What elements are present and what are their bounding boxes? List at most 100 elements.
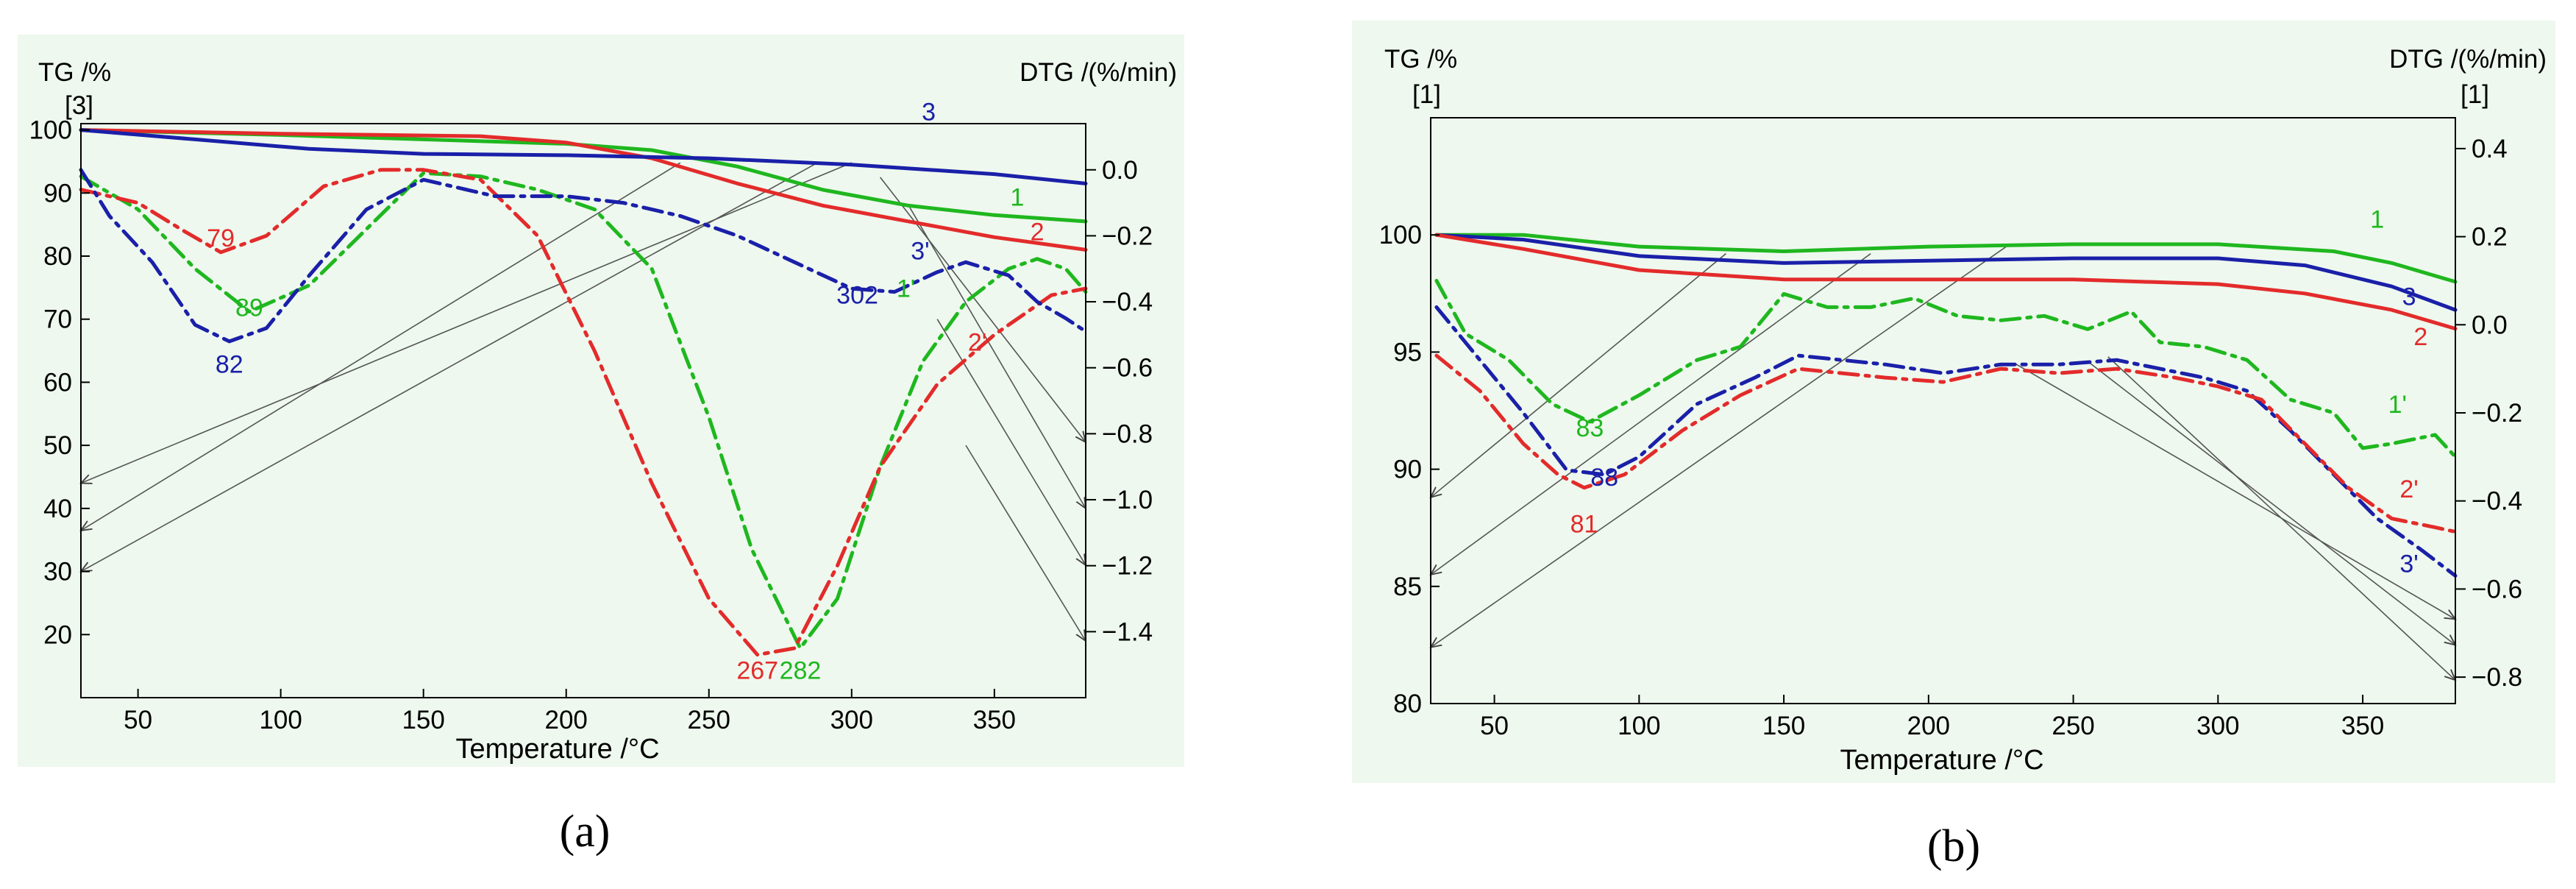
panel-b-guides: [1431, 244, 2455, 680]
panel-a-annotation: 79: [207, 224, 235, 252]
panel-b-right-ticks: 0.4 0.2 0.0 −0.2 −0.4 −0.6 −0.8: [2455, 135, 2522, 692]
panel-b-tg-axis-sub-label: [1]: [1412, 80, 1441, 109]
panel-b: TG /% [1] DTG /(%/min) [1] Temperature /…: [1352, 21, 2555, 871]
panel-a-guide-line: [936, 319, 1086, 565]
panel-a-annotation: 282: [780, 656, 822, 684]
panel-b-right-tick-label: −0.6: [2472, 575, 2522, 603]
panel-b-guide-line: [2015, 363, 2455, 619]
panel-a-right-tick-label: −1.4: [1102, 617, 1153, 646]
panel-a-x-tick-label: 200: [545, 706, 588, 734]
panel-a-left-tick-label: 80: [43, 242, 72, 271]
panel-b-right-tick-label: −0.8: [2472, 663, 2522, 692]
panel-a-series: [79, 128, 1088, 657]
panel-b-right-tick-label: 0.2: [2472, 223, 2508, 252]
panel-b-guide-line: [1431, 253, 1871, 575]
panel-b-right-tick-label: −0.4: [2472, 487, 2522, 516]
panel-a: TG /% [3] DTG /(%/min) Temperature /°C 7…: [18, 35, 1184, 857]
panel-a-series-dtg-3p: [79, 168, 1088, 344]
panel-b-x-tick-label: 250: [2052, 712, 2094, 740]
panel-b-annotation: 81: [1570, 511, 1598, 539]
panel-a-annotation: 1': [897, 275, 915, 303]
panel-a-left-tick-label: 100: [29, 116, 72, 145]
panel-a-right-tick-label: −1.2: [1102, 552, 1153, 581]
panel-a-annotation: 1: [1010, 183, 1024, 211]
panel-b-series-tg-1: [1434, 233, 2458, 284]
panel-b-annotation: 1': [2388, 391, 2407, 419]
panel-b-series-dtg-2p: [1434, 353, 2458, 534]
panel-b-right-tick-label: 0.4: [2472, 135, 2508, 163]
panel-b-series-dtg-1p: [1434, 278, 2458, 459]
panel-b-dtg-axis-label: DTG /(%/min): [2389, 45, 2547, 74]
panel-b-right-tick-label: 0.0: [2472, 311, 2508, 339]
panel-a-guide-line: [965, 444, 1086, 641]
panel-a-annotation: 302: [836, 281, 878, 309]
panel-a-tg-axis-label: TG /%: [38, 58, 111, 87]
panel-b-left-tick-label: 100: [1379, 221, 1422, 249]
panel-a-x-tick-label: 50: [124, 706, 152, 734]
panel-a-right-ticks: 0.0 −0.2 −0.4 −0.6 −0.8 −1.0 −1.2 −1.4: [1086, 156, 1153, 646]
panel-a-series-dtg-1p: [79, 171, 1088, 651]
panel-a-annotation: 2: [1031, 219, 1045, 247]
panel-b-x-tick-label: 100: [1618, 712, 1660, 740]
panel-a-annotation: 267: [736, 656, 778, 684]
panel-a-annotation: 82: [216, 351, 243, 379]
panel-b-annotation: 83: [1576, 414, 1604, 442]
panel-a-x-ticks: 50 100 150 200 250 300 350: [124, 689, 1016, 734]
panel-a-label: (a): [560, 807, 611, 857]
panel-a-right-tick-label: −0.8: [1102, 419, 1153, 448]
panel-a-x-tick-label: 150: [402, 706, 444, 734]
panel-b-guide-line: [2107, 356, 2455, 680]
panel-b-series-dtg-3p: [1434, 305, 2458, 578]
panel-a-annotations: 79 89 82 267 282 302 3 12 3' 1' 2': [207, 99, 1044, 685]
panel-b-x-tick-label: 350: [2341, 712, 2384, 740]
panel-b-x-tick-label: 150: [1762, 712, 1805, 740]
panel-a-annotation: 89: [235, 294, 263, 322]
panel-a-guide-line: [81, 162, 818, 571]
panel-a-guide-line: [81, 162, 853, 483]
panel-a-left-tick-label: 60: [43, 368, 72, 397]
panel-a-right-tick-label: −0.2: [1102, 222, 1153, 250]
panel-b-label: (b): [1927, 821, 1980, 871]
panel-a-left-tick-label: 70: [43, 305, 72, 334]
panel-b-left-tick-label: 90: [1393, 456, 1422, 484]
panel-b-right-tick-label: −0.2: [2472, 399, 2522, 428]
panel-a-annotation: 3': [911, 237, 929, 265]
panel-a-left-tick-label: 30: [43, 558, 72, 587]
panel-b-left-tick-label: 95: [1393, 338, 1422, 366]
panel-a-right-tick-label: −0.4: [1102, 288, 1153, 316]
panel-b-tg-axis-label: TG /%: [1384, 45, 1457, 74]
panel-b-background: [1352, 21, 2555, 783]
panel-b-left-tick-label: 80: [1393, 690, 1422, 718]
panel-a-series-tg-3: [79, 128, 1088, 185]
panel-b-x-axis-label: Temperature /°C: [1840, 745, 2043, 776]
panel-b-annotation: 3': [2399, 550, 2418, 578]
panel-a-annotation: 3: [922, 99, 936, 127]
panel-a-tg-axis-sub-label: [3]: [65, 91, 93, 120]
panel-b-left-ticks: 80 85 90 95 100: [1379, 221, 1440, 718]
panel-a-guide-line: [81, 162, 681, 531]
panel-a-background: [18, 35, 1184, 767]
panel-b-annotation: 3: [2402, 283, 2416, 311]
panel-a-left-ticks: 20 30 40 50 60 70 80 90 100: [29, 116, 90, 649]
panel-b-series-tg-3: [1434, 233, 2458, 312]
panel-a-x-tick-label: 300: [830, 706, 873, 734]
panel-b-dtg-axis-sub-label: [1]: [2461, 80, 2489, 109]
panel-b-annotation: 1: [2370, 206, 2384, 234]
panel-a-x-tick-label: 350: [973, 706, 1016, 734]
panel-a-right-tick-label: 0.0: [1102, 156, 1138, 185]
panel-a-x-tick-label: 100: [259, 706, 302, 734]
panel-a-x-axis-label: Temperature /°C: [455, 734, 659, 765]
panel-a-annotation: 2': [968, 329, 986, 357]
panel-a-right-tick-label: −0.6: [1102, 354, 1153, 383]
panel-a-plot-frame: [80, 123, 1086, 698]
panel-b-annotation: 88: [1590, 464, 1618, 492]
panel-a-left-tick-label: 20: [43, 620, 72, 649]
panel-a-left-tick-label: 50: [43, 431, 72, 460]
panel-b-guide-line: [1431, 253, 1726, 497]
panel-b-x-tick-label: 50: [1480, 712, 1509, 740]
panel-b-guide-line: [2087, 361, 2455, 645]
panel-b-series: [1434, 233, 2458, 578]
panel-b-series-tg-2: [1434, 233, 2458, 331]
panel-b-x-tick-label: 300: [2196, 712, 2239, 740]
